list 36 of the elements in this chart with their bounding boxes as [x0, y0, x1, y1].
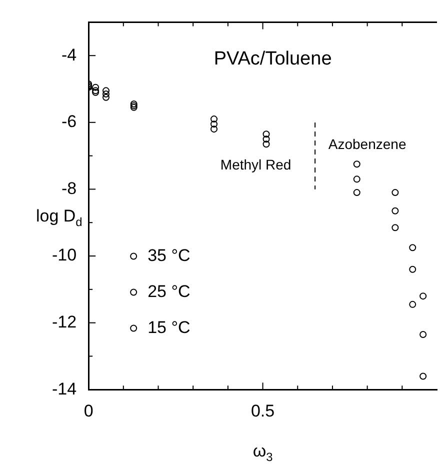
- point: [392, 189, 399, 196]
- point: [392, 224, 399, 232]
- y-tick-label: -8: [61, 178, 77, 198]
- point: [102, 94, 110, 101]
- point: [409, 300, 416, 308]
- x-tick-label: 0.5: [250, 401, 275, 420]
- annotation: Azobenzene: [328, 136, 406, 152]
- point: [392, 207, 399, 214]
- point: [420, 292, 427, 300]
- point: [210, 126, 218, 133]
- y-tick-label: -12: [52, 312, 77, 332]
- point: [409, 244, 416, 252]
- annotation: Methyl Red: [220, 156, 292, 172]
- x-tick-label: 0: [84, 401, 94, 420]
- point: [92, 84, 100, 91]
- y-tick-label: -4: [61, 45, 77, 64]
- point: [353, 160, 360, 168]
- legend-label: 35 °C: [148, 246, 190, 265]
- point: [262, 136, 270, 143]
- point: [353, 189, 360, 196]
- point: [420, 330, 427, 338]
- point: [409, 266, 416, 273]
- point: [353, 176, 360, 183]
- legend-label: 25 °C: [148, 282, 190, 301]
- point: [420, 372, 427, 380]
- point: [210, 120, 218, 128]
- point: [102, 90, 110, 98]
- text: PVAc/Toluene: [214, 48, 332, 70]
- point: [262, 140, 270, 148]
- y-tick-label: -10: [52, 246, 77, 265]
- point: [210, 116, 218, 123]
- y-tick-label: -6: [61, 112, 77, 132]
- point: [262, 130, 270, 138]
- point: [102, 87, 110, 94]
- y-tick-label: -14: [52, 379, 77, 398]
- legend-label: 15 °C: [148, 318, 190, 337]
